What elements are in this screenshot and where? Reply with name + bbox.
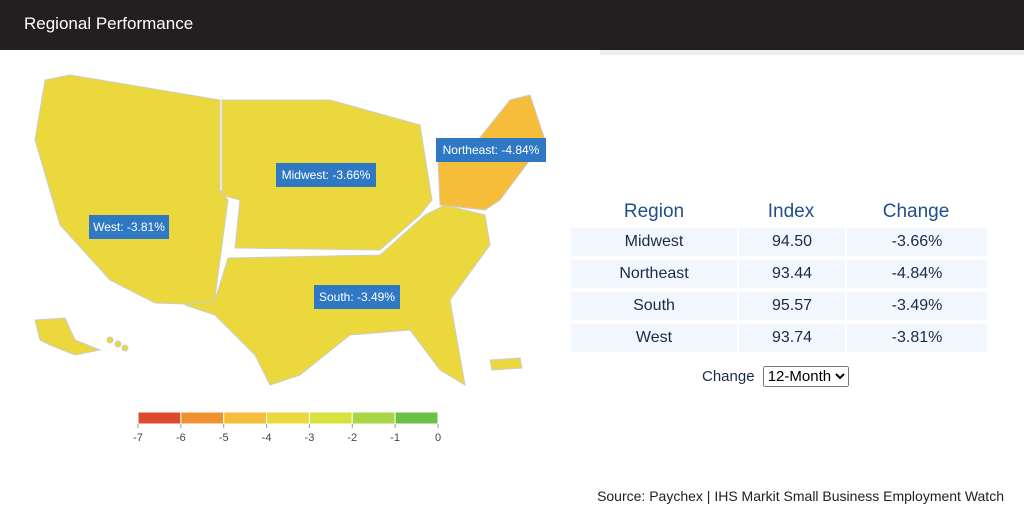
table-cell: 93.44 [737, 260, 845, 288]
legend-tick-label: 0 [435, 432, 441, 444]
column-header: Index [767, 201, 815, 222]
header: Regional Performance [0, 0, 1024, 50]
table-cell: -3.81% [845, 324, 987, 352]
map: West: -3.81% Midwest: -3.66% South: -3.49%… [34, 74, 546, 444]
legend-tick-label: -6 [176, 432, 186, 444]
divider [600, 50, 1024, 55]
island [106, 336, 114, 344]
region-shape [489, 357, 523, 371]
region-shape [34, 74, 229, 306]
region-label-box [89, 215, 169, 239]
region-label-box [314, 285, 400, 309]
table-cell: 95.57 [737, 292, 845, 320]
legend-segment [223, 411, 268, 425]
legend-tick-label: -2 [347, 432, 357, 444]
table-cell: 94.50 [737, 228, 845, 256]
table-cell: -3.66% [845, 228, 987, 256]
source: Source: Paychex | IHS Markit Small Busin… [597, 488, 1004, 504]
change-control: Change 12-Month [702, 366, 849, 387]
legend-tick-label: -3 [305, 432, 315, 444]
region-label: West: -3.81% [93, 220, 165, 234]
legend-tick-label: -7 [133, 432, 143, 444]
table-cell: -4.84% [845, 260, 987, 288]
column-header: Change [882, 201, 950, 222]
island [114, 340, 122, 348]
table-cell: South [571, 292, 737, 320]
legend-tick-label: -4 [262, 432, 272, 444]
table-cell: Midwest [571, 228, 737, 256]
legend-tick-label: -5 [219, 432, 229, 444]
legend-segment [308, 411, 353, 425]
table-cell: Northeast [571, 260, 737, 288]
change-label: Change [702, 368, 755, 385]
column-header: Region [623, 201, 685, 222]
table-row: South 95.57 -3.49% [571, 292, 987, 320]
period-select[interactable]: 12-Month [762, 366, 849, 387]
legend-tick-label: -1 [390, 432, 400, 444]
legend-segment [351, 411, 396, 425]
region-label: Northeast: -4.84% [443, 143, 540, 157]
island [121, 344, 129, 352]
table-cell: 93.74 [737, 324, 845, 352]
legend-segment [266, 411, 310, 425]
region-label-box [436, 138, 546, 162]
legend-segment [394, 411, 439, 425]
table-row: Northeast 93.44 -4.84% [571, 260, 987, 288]
table-cell: West [571, 324, 737, 352]
region-shape [34, 317, 102, 356]
region-label: South: -3.49% [319, 290, 395, 304]
table-cell: -3.49% [845, 292, 987, 320]
table-row: Midwest 94.50 -3.66% [571, 228, 987, 256]
header-title: Regional Performance [24, 14, 194, 33]
legend-segment [180, 411, 225, 425]
table-row: West 93.74 -3.81% [571, 324, 987, 352]
region-label: Midwest: -3.66% [282, 168, 371, 182]
legend-segment [137, 411, 182, 425]
region-table: Region Index Change Midwest 94.50 -3.66% Nort… [571, 196, 987, 356]
region-label-box [276, 163, 376, 187]
